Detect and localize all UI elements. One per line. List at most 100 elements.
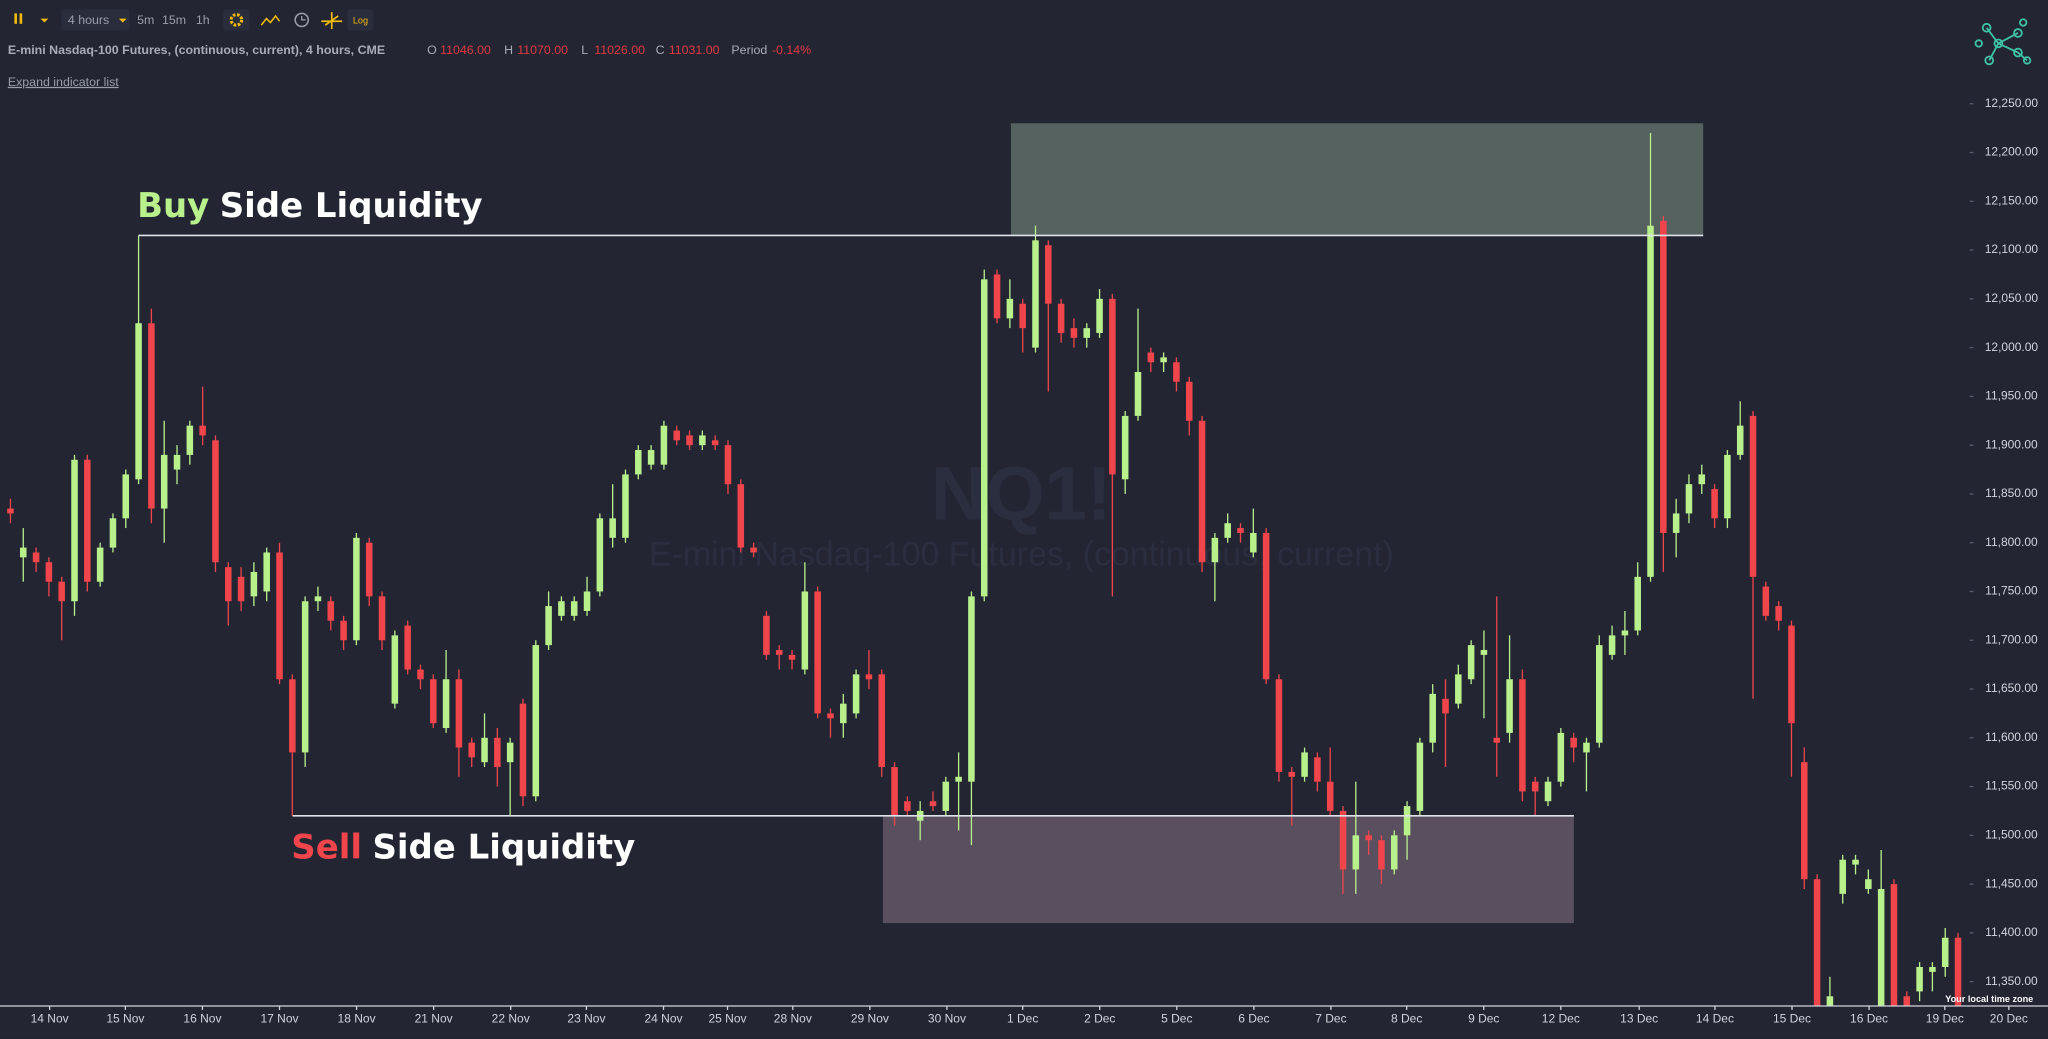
candle-body (468, 742, 475, 758)
x-tick-label: 21 Nov (415, 1011, 453, 1025)
candle-body (1390, 835, 1398, 870)
period-value: -0.14% (772, 43, 811, 57)
candle-body (1314, 757, 1321, 782)
x-tick-label: 13 Dec (1620, 1011, 1658, 1025)
ohlc-value: 11046.00 (440, 43, 491, 57)
candle-body (276, 552, 283, 680)
y-tick-label: 11,650.00 (1985, 681, 2038, 695)
candle-body (1544, 781, 1552, 802)
candle-body (1839, 859, 1846, 894)
candle-body (1903, 996, 1911, 1007)
interval-select[interactable]: 4 hours (68, 13, 109, 27)
settings-icon (229, 13, 244, 27)
candle-body (314, 596, 322, 602)
candle-body (1736, 425, 1744, 455)
liquidity-text: Side Liquidity (372, 827, 635, 867)
watermark-symbol: NQ1! (931, 451, 1112, 536)
candle-body (84, 459, 91, 582)
y-tick-label: 11,800.00 (1985, 535, 2038, 549)
interval-button[interactable]: 15m (162, 13, 186, 27)
candle-body (1019, 303, 1026, 329)
x-tick-label: 20 Dec (1990, 1011, 2028, 1025)
candle-body (942, 781, 950, 811)
candle-body (365, 542, 373, 597)
candle-body (750, 547, 757, 553)
y-tick-label: 11,450.00 (1985, 876, 2038, 890)
log-button[interactable] (347, 9, 374, 31)
ohlc-value: 11026.00 (594, 43, 645, 57)
candle-body (1672, 513, 1680, 533)
candle-body (1583, 742, 1590, 753)
candle-body (109, 518, 117, 548)
candle-body (1275, 679, 1283, 772)
dropdown-arrow[interactable] (118, 18, 127, 23)
ohlc-value: 11070.00 (517, 43, 568, 57)
ohlc-key: L (581, 43, 588, 57)
candle-body (558, 601, 565, 616)
y-tick-label: 11,350.00 (1985, 974, 2038, 988)
legend: E-mini Nasdaq-100 Futures, (continuous, … (8, 43, 811, 57)
x-tick-label: 15 Dec (1773, 1011, 1811, 1025)
y-tick-label: 12,250.00 (1985, 96, 2039, 110)
candle-body (1826, 996, 1834, 1007)
candle-body (622, 474, 629, 538)
indicator-icon[interactable] (260, 14, 281, 26)
candle-body (391, 635, 399, 704)
candle-body (993, 274, 1001, 319)
candle-body (58, 581, 65, 602)
x-tick-label: 25 Nov (708, 1011, 746, 1025)
candle-body (353, 537, 360, 641)
candle-body (481, 737, 488, 763)
y-tick-label: 11,950.00 (1985, 389, 2038, 403)
settings-button[interactable] (223, 9, 250, 31)
candle-body (135, 323, 142, 480)
candle-body (32, 552, 40, 563)
candle-body (660, 425, 668, 465)
pause-button[interactable] (14, 13, 23, 24)
candle-body (1198, 420, 1206, 563)
candle-body (1429, 693, 1436, 743)
candle-body (455, 679, 463, 748)
y-tick-label: 11,850.00 (1985, 486, 2038, 500)
candle-body (519, 703, 527, 797)
candle-body (1775, 606, 1782, 621)
candle-body (673, 430, 680, 441)
candle-body (1929, 967, 1936, 972)
candle-body (1698, 474, 1706, 485)
candle-body (609, 518, 616, 538)
x-tick-label: 8 Dec (1391, 1011, 1422, 1025)
candle-body (840, 703, 847, 724)
candle-body (1941, 937, 1949, 968)
candle-body (442, 679, 450, 729)
dropdown-arrow[interactable] (40, 18, 49, 23)
candle-body (1916, 967, 1923, 992)
interval-button[interactable]: 5m (137, 13, 154, 27)
candle-body (1442, 698, 1449, 714)
candle-body (404, 625, 411, 670)
candle-body (1237, 528, 1244, 533)
candle-body (1109, 298, 1116, 475)
price-axis-background (1969, 89, 2048, 1007)
interval-box[interactable] (61, 9, 130, 31)
candle-body (1006, 298, 1014, 319)
candle-body (929, 801, 937, 807)
candle-body (647, 450, 655, 465)
interval-button[interactable]: 1h (196, 13, 210, 27)
candle-body (737, 484, 745, 548)
candle-body (1250, 532, 1257, 553)
crosshair-icon[interactable] (321, 12, 343, 30)
candle-body (1352, 835, 1360, 870)
candle-body (968, 596, 975, 782)
x-tick-label: 15 Nov (106, 1011, 144, 1025)
expand-indicator-link[interactable]: Expand indicator list (8, 75, 119, 89)
candle-body (1121, 415, 1129, 480)
x-tick-label: 24 Nov (644, 1011, 682, 1025)
y-tick-label: 12,200.00 (1985, 145, 2039, 159)
candle-body (1877, 888, 1885, 1007)
symbol-title: E-mini Nasdaq-100 Futures, (continuous, … (8, 43, 385, 57)
ohlc-key: H (504, 43, 513, 57)
clock-icon[interactable] (294, 12, 310, 28)
candle-body (1608, 635, 1616, 655)
x-tick-label: 16 Dec (1850, 1011, 1888, 1025)
